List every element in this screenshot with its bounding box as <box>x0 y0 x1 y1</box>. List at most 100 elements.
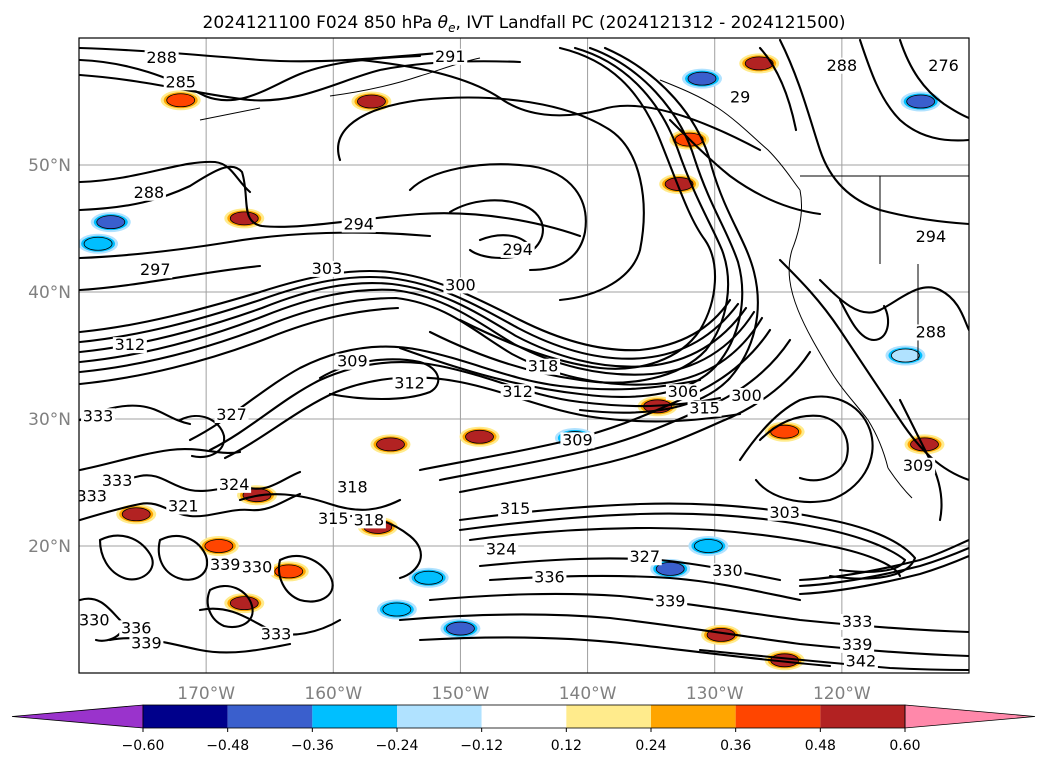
contour-line <box>79 492 302 522</box>
contour-labels: 288 285 291 288 294 297 303 300 294 312 309 312 318 3… <box>76 47 961 670</box>
contour-label-bg <box>79 488 109 505</box>
x-tick-label: 130°W <box>686 684 744 704</box>
contour-label-bg <box>138 262 173 279</box>
anomaly-patch <box>687 71 717 86</box>
y-tick-label: 50°N <box>28 156 71 176</box>
anomaly-patch <box>96 215 126 230</box>
contour-label: 333 <box>102 471 133 490</box>
colorbar-segment <box>312 705 397 728</box>
contour-label-bg <box>112 337 147 354</box>
contour-line <box>206 584 254 628</box>
contour-line <box>778 38 969 226</box>
colorbar-segment <box>227 705 313 728</box>
contour-label-bg <box>100 473 135 490</box>
contour-label-bg <box>560 432 595 449</box>
contour-label-bg <box>351 512 386 529</box>
contour-label: 300 <box>445 275 476 294</box>
colorbar-segment <box>735 705 821 728</box>
contour-label-bg <box>144 50 179 67</box>
anomaly-patch <box>744 56 774 71</box>
colorbar-tick-label: 0.12 <box>551 738 582 754</box>
colorbar-tick-label: 0.24 <box>635 738 666 754</box>
contour-label: 333 <box>76 486 107 505</box>
anomaly-patch <box>693 539 723 553</box>
contour-label-bg <box>166 498 201 515</box>
contour-label-bg <box>433 48 468 65</box>
colorbar-segment <box>651 705 736 728</box>
chart-title: 2024121100 F024 850 hPa θe, IVT Landfall… <box>203 13 846 35</box>
contour-line <box>223 376 742 460</box>
colorbar-tick-label: −0.12 <box>460 738 503 754</box>
contour-label-bg <box>729 387 764 404</box>
contour-label-bg <box>316 511 351 528</box>
contour-line <box>428 592 969 634</box>
contour-line <box>79 275 740 360</box>
contour-label-bg <box>335 479 370 496</box>
contour-label: 333 <box>842 612 873 631</box>
contour-label: 288 <box>916 322 947 341</box>
colorbar-segment <box>143 705 228 728</box>
contour-label: 288 <box>134 183 165 202</box>
anomaly-patch <box>166 93 196 108</box>
contour-label: 324 <box>486 540 517 559</box>
anomaly-patch <box>906 94 936 109</box>
contour-label: 339 <box>655 592 686 611</box>
contour-line <box>418 328 772 472</box>
contour-line <box>157 534 209 581</box>
contour-line <box>358 58 762 152</box>
contour-line <box>79 165 582 238</box>
anomaly-patch <box>229 596 259 611</box>
contour-line <box>79 160 252 194</box>
anomaly-patch <box>83 236 113 251</box>
contour-line <box>337 96 645 302</box>
contour-line <box>79 54 422 102</box>
coastline-segment <box>887 467 913 499</box>
contour-label-bg <box>208 556 243 573</box>
contour-line <box>668 118 822 216</box>
contour-label: 294 <box>916 227 947 246</box>
x-tick-label: 160°W <box>304 684 362 704</box>
colorbar-segment <box>481 705 567 728</box>
contour-label: 315 <box>689 399 720 418</box>
colorbar-tick-label: −0.36 <box>291 738 334 754</box>
contour-label: 294 <box>502 240 533 259</box>
contour-line <box>418 636 832 668</box>
contour-label-bg <box>926 57 961 74</box>
contour-line <box>79 231 432 260</box>
contour-label: 300 <box>731 386 762 405</box>
colorbar-extend-low <box>11 704 144 729</box>
contour-label-bg <box>526 358 561 375</box>
contour-label-bg <box>687 400 722 417</box>
anomaly-patch <box>376 437 405 452</box>
contour-label: 318 <box>528 357 559 376</box>
contour-label-bg <box>913 229 948 246</box>
contour-label: 339 <box>842 635 873 654</box>
anomaly-patch <box>204 539 234 553</box>
contour-line <box>79 597 124 642</box>
contour-label-bg <box>259 626 294 643</box>
contour-label-bg <box>500 384 535 401</box>
contour-label: 339 <box>210 555 241 574</box>
contour-line <box>898 38 969 120</box>
contour-label: 312 <box>115 335 146 354</box>
contour-label-bg <box>500 241 535 258</box>
anomaly-patch <box>891 348 920 363</box>
anomaly-patch <box>414 570 444 585</box>
contour-label-bg <box>131 184 166 201</box>
contour-line <box>458 46 716 370</box>
contour-label-bg <box>309 260 344 277</box>
contour-label: 294 <box>343 215 374 234</box>
contour-line <box>738 395 874 504</box>
contour-label: 315 <box>500 499 531 518</box>
contour-label-bg <box>129 635 164 652</box>
contour-label: 297 <box>140 260 171 279</box>
coastline-segment <box>788 189 889 469</box>
anomaly-patch <box>655 561 685 576</box>
contour-label: 339 <box>131 634 162 653</box>
contour-line <box>458 350 812 494</box>
contour-label-bg <box>627 549 662 566</box>
contour-label-bg <box>913 324 948 341</box>
contour-label: 309 <box>562 430 593 449</box>
contour-label: 318 <box>337 477 368 496</box>
